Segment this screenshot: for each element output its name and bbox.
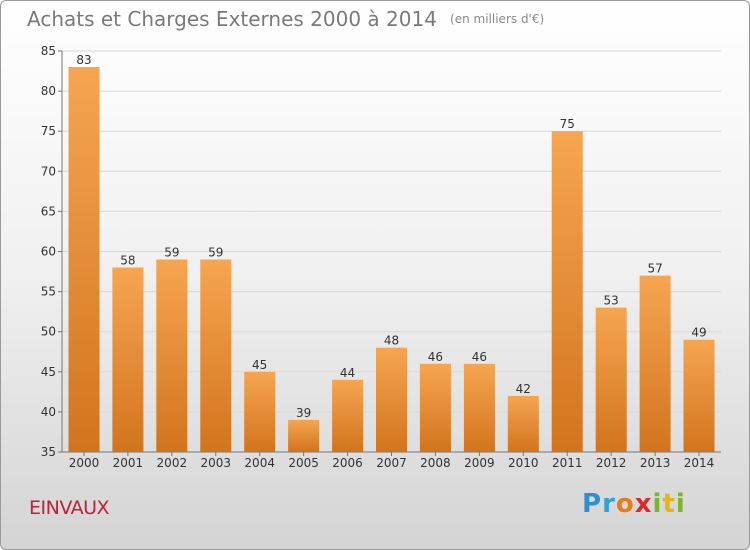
bar-2006 [332,379,364,452]
value-label-2007: 48 [384,334,399,348]
value-label-2005: 39 [296,406,311,420]
x-tick-label-2010: 2010 [508,456,539,470]
x-tick-label-2008: 2008 [420,456,451,470]
proxiti-logo: Proxiti [582,489,686,519]
bar-2013 [639,275,671,452]
bar-2002 [156,259,188,452]
bar-2007 [376,347,407,452]
x-tick-label-2006: 2006 [332,456,363,470]
value-label-2001: 58 [120,254,135,268]
commune-name: EINVAUX [29,497,110,519]
x-tick-label-2007: 2007 [376,456,407,470]
bar-2009 [463,363,495,452]
bar-2012 [595,307,627,452]
y-tick-label: 75 [41,124,56,138]
y-tick-label: 45 [41,365,56,379]
bar-2003 [200,259,232,452]
x-tick-label-2004: 2004 [244,456,275,470]
value-label-2011: 75 [560,117,575,131]
bar-2014 [683,339,715,452]
bar-2004 [244,371,276,452]
y-tick-label: 60 [41,245,56,259]
bar-2008 [419,363,451,452]
value-label-2008: 46 [428,350,443,364]
x-tick-label-2001: 2001 [113,456,144,470]
chart-title: Achats et Charges Externes 2000 à 2014 (… [27,7,544,31]
x-tick-label-2014: 2014 [684,456,715,470]
value-label-2014: 49 [691,326,706,340]
bar-2010 [507,395,539,452]
value-label-2003: 59 [208,246,223,260]
x-tick-label-2005: 2005 [288,456,319,470]
bar-2011 [551,131,583,452]
y-tick-label: 70 [41,164,56,178]
y-tick-label: 50 [41,325,56,339]
y-tick-label: 55 [41,285,56,299]
value-label-2013: 57 [647,262,662,276]
x-tick-label-2011: 2011 [552,456,583,470]
bar-2005 [288,419,320,452]
value-label-2009: 46 [472,350,487,364]
chart-title-main: Achats et Charges Externes 2000 à 2014 [27,7,437,31]
x-tick-label-2002: 2002 [157,456,188,470]
y-tick-label: 40 [41,405,56,419]
x-tick-label-2013: 2013 [640,456,671,470]
x-tick-label-2003: 2003 [200,456,231,470]
chart-title-unit: (en milliers d'€) [450,12,545,26]
value-label-2002: 59 [164,246,179,260]
x-tick-label-2012: 2012 [596,456,627,470]
bar-2000 [68,67,100,452]
value-label-2000: 83 [76,53,91,67]
bar-2001 [112,267,144,452]
x-tick-label-2000: 2000 [69,456,100,470]
value-label-2010: 42 [516,382,531,396]
y-tick-label: 85 [41,44,56,58]
y-tick-label: 80 [41,84,56,98]
value-label-2012: 53 [604,294,619,308]
x-tick-label-2009: 2009 [464,456,495,470]
y-tick-label: 65 [41,204,56,218]
value-label-2004: 45 [252,358,267,372]
y-tick-label: 35 [41,445,56,459]
value-label-2006: 44 [340,366,355,380]
